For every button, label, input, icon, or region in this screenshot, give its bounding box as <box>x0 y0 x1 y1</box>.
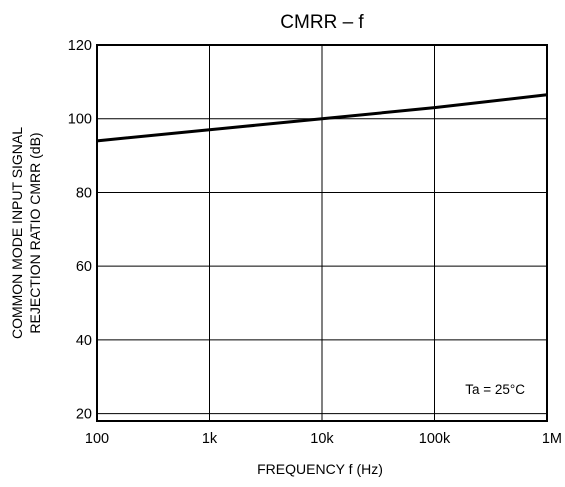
y-tick-label: 80 <box>76 185 92 201</box>
x-tick-label: 100 <box>85 431 109 447</box>
x-tick-label: 1M <box>542 431 562 447</box>
x-tick-label: 1k <box>202 431 218 447</box>
y-tick-label: 60 <box>76 259 92 275</box>
plot-frame <box>96 44 548 422</box>
y-axis-title: COMMON MODE INPUT SIGNAL REJECTION RATIO… <box>9 127 43 339</box>
series-layer <box>96 93 548 143</box>
y-axis-label-line-2: REJECTION RATIO CMRR (dB) <box>27 132 43 333</box>
temperature-annotation: Ta = 25°C <box>465 382 525 397</box>
x-axis-label: FREQUENCY f (Hz) <box>257 461 383 477</box>
x-tick-label: 100k <box>419 431 451 447</box>
y-tick-label: 20 <box>76 407 92 423</box>
cmrr-series-line <box>96 93 548 143</box>
y-tick-label: 40 <box>76 333 92 349</box>
chart-title: CMRR – f <box>280 12 364 33</box>
tick-labels: 100 1k 10k 100k 1M 20 40 60 80 100 120 <box>68 38 562 447</box>
y-tick-label: 100 <box>68 112 92 128</box>
y-axis-label-line-1: COMMON MODE INPUT SIGNAL <box>9 127 25 339</box>
y-tick-label: 120 <box>68 38 92 54</box>
x-tick-label: 10k <box>310 431 334 447</box>
